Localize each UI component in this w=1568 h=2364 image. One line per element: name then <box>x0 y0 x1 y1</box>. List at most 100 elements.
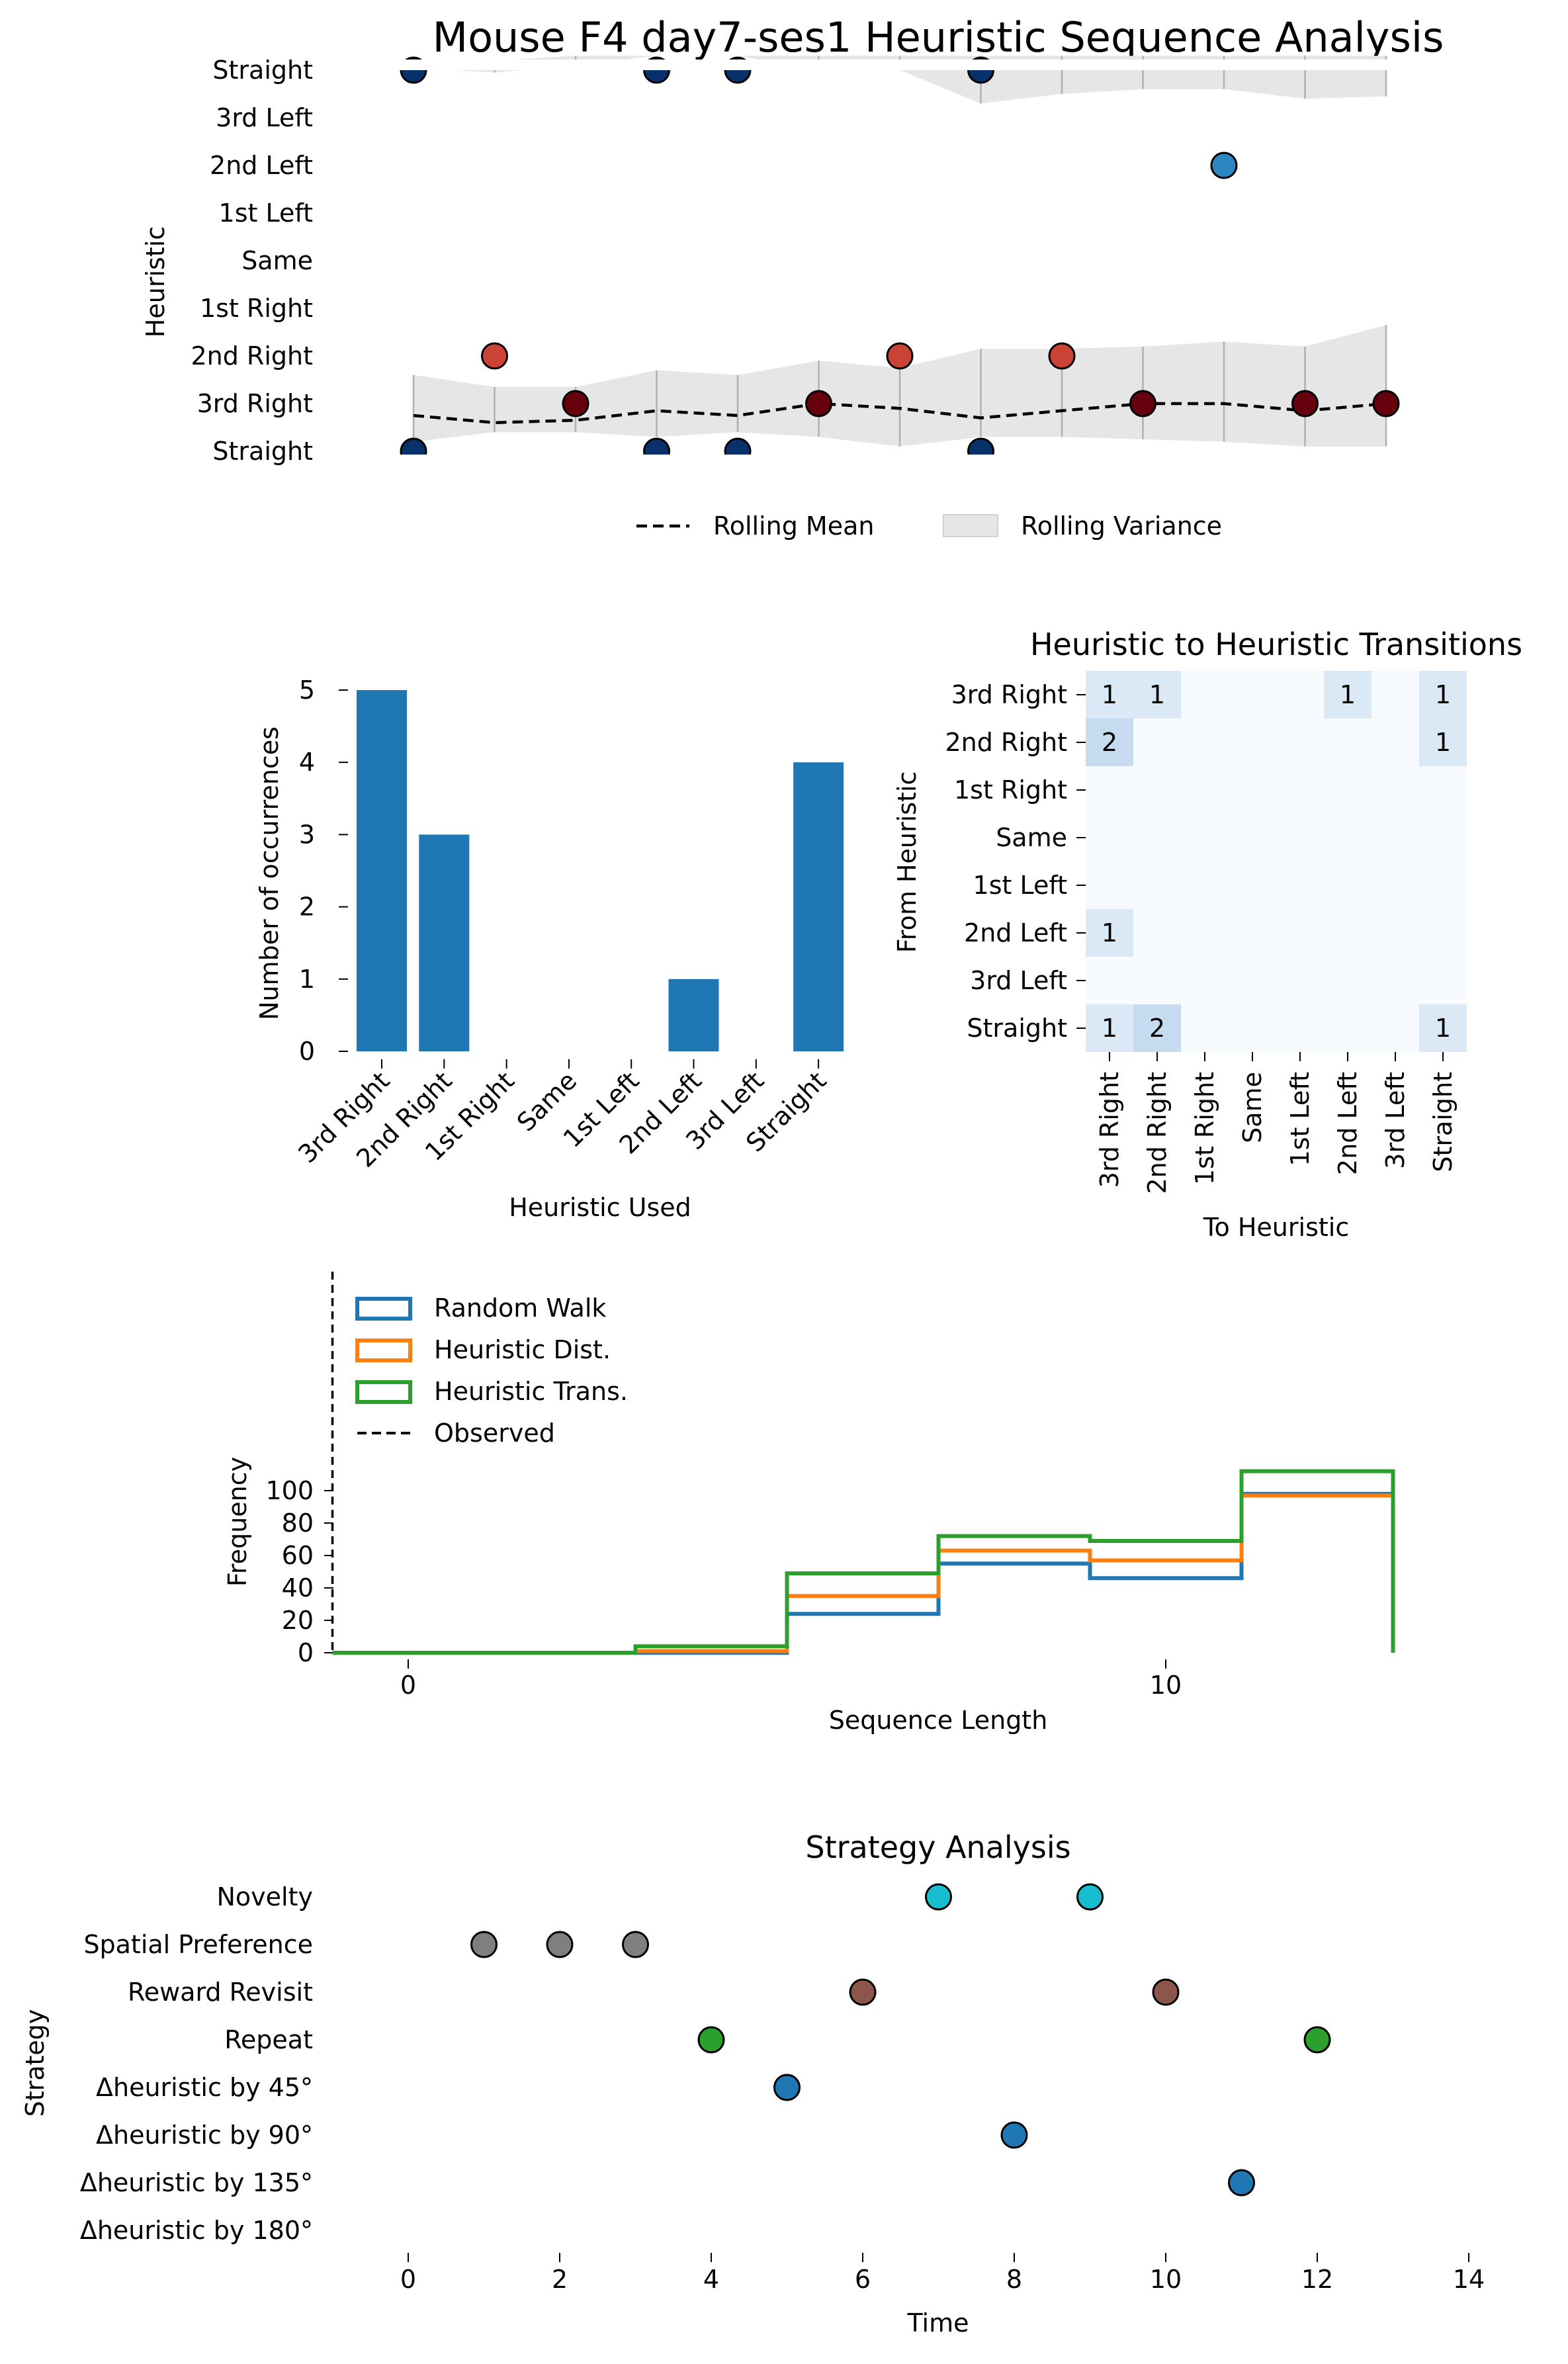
data-point <box>562 390 589 417</box>
y-tick-label: 0 <box>298 1638 314 1667</box>
heatmap-cell <box>1133 1004 1181 1052</box>
cell-value: 1 <box>1435 728 1451 757</box>
row-label: Same <box>996 823 1067 852</box>
data-point <box>1372 390 1400 417</box>
panel-clip-top <box>370 60 1429 70</box>
x-tick-label: 0 <box>400 2265 416 2294</box>
legend-label: Random Walk <box>434 1293 606 1323</box>
row-label: 1st Left <box>973 871 1067 900</box>
row-label: 2nd Right <box>945 728 1067 757</box>
sequence-panel: Straight 3rd Right 2nd Right 1st Right Same 1… <box>141 56 1429 541</box>
heatmap-title: Heuristic to Heuristic Transitions <box>1030 627 1522 662</box>
x-tick-label: 10 <box>1150 1671 1182 1700</box>
y-axis-label: Number of occurrences <box>255 726 284 1020</box>
lengths-panel: 0 20 40 60 80 100 0 10 Frequency Sequence Length R… <box>223 1272 1395 1735</box>
cell-value: 2 <box>1102 728 1117 757</box>
y-tick-label: 80 <box>282 1509 314 1538</box>
series-heuristic-trans <box>332 1469 1395 1655</box>
y-tick-label: Δheuristic by 90° <box>96 2121 313 2150</box>
bar-2nd-left <box>668 979 719 1051</box>
x-tick-label: 0 <box>400 1671 416 1700</box>
y-tick-label: 0 <box>299 1037 315 1066</box>
x-tick-label: 2 <box>552 2265 568 2294</box>
y-tick-label: Δheuristic by 135° <box>80 2168 313 2197</box>
col-label: 1st Right <box>1190 1072 1219 1185</box>
x-axis-label: Sequence Length <box>829 1706 1048 1735</box>
bar-3rd-right <box>357 690 407 1051</box>
x-tick-label: 4 <box>703 2265 719 2294</box>
y-tick-label: 20 <box>282 1606 314 1635</box>
legend-handle-variance <box>943 514 998 537</box>
x-tick-label: 10 <box>1150 2265 1182 2294</box>
y-tick-label: 2nd Left <box>210 151 313 180</box>
cell-value: 1 <box>1102 918 1117 947</box>
y-axis-label: From Heuristic <box>893 771 922 953</box>
bar-2nd-right <box>419 834 470 1051</box>
y-tick-label: 2nd Right <box>191 341 313 371</box>
x-tick-label: 8 <box>1006 2265 1022 2294</box>
y-tick-label: Δheuristic by 180° <box>80 2216 313 2245</box>
data-point <box>1291 390 1319 417</box>
row-label: 3rd Left <box>970 966 1067 995</box>
strategy-title: Strategy Analysis <box>805 1829 1070 1865</box>
row-label: Straight <box>967 1014 1067 1043</box>
heatmap-cell <box>1086 671 1133 719</box>
data-point <box>886 342 914 370</box>
row-label: 1st Right <box>954 775 1067 805</box>
legend-handle <box>355 1338 412 1362</box>
legend-handle <box>355 1380 412 1404</box>
row-label: 3rd Right <box>951 680 1067 709</box>
col-label: 2nd Left <box>1333 1072 1362 1175</box>
col-label: 2nd Right <box>1143 1072 1172 1194</box>
y-tick-label: Straight <box>212 56 313 85</box>
y-tick-label: Repeat <box>224 2025 313 2054</box>
col-label: Straight <box>1428 1072 1458 1172</box>
y-axis-label: Heuristic <box>141 226 170 337</box>
row-label: 2nd Left <box>964 918 1067 947</box>
cell-value: 1 <box>1435 680 1451 709</box>
y-tick-label: Δheuristic by 45° <box>96 2073 313 2102</box>
y-tick-label: 2 <box>299 893 315 922</box>
strategy-point <box>849 1978 877 2006</box>
y-tick-label: 3rd Right <box>197 389 313 418</box>
y-tick-label: 40 <box>282 1573 314 1602</box>
legend-label: Observed <box>434 1419 555 1448</box>
x-tick-label: 14 <box>1453 2265 1485 2294</box>
cell-value: 1 <box>1102 1014 1117 1043</box>
strategy-panel: Novelty Spatial Preference Reward Revisit R… <box>21 1829 1485 2338</box>
transitions-panel: 1 1 1 1 2 1 1 1 2 1 3rd Right 2nd Right 1st Right Sam… <box>893 627 1522 1242</box>
heatmap-cell <box>1419 671 1467 719</box>
cell-value: 2 <box>1149 1014 1165 1043</box>
legend-label: Rolling Mean <box>713 511 874 541</box>
figure-title: Mouse F4 day7-ses1 Heuristic Sequence An… <box>433 13 1444 62</box>
y-tick-label: Novelty <box>217 1882 314 1911</box>
x-axis-label: To Heuristic <box>1203 1213 1349 1242</box>
strategy-point <box>1303 2026 1331 2054</box>
strategy-point <box>773 2074 801 2101</box>
data-point <box>1048 342 1076 370</box>
y-tick-label: 5 <box>299 676 315 705</box>
y-tick-label: 60 <box>282 1541 314 1570</box>
cell-value: 1 <box>1340 680 1356 709</box>
y-tick-label: 1st Right <box>200 294 313 323</box>
x-axis-label: Time <box>907 2308 969 2338</box>
panel-clip-bottom <box>370 455 1429 474</box>
data-point <box>481 342 508 370</box>
bar-straight <box>793 762 844 1051</box>
cell-value: 1 <box>1102 680 1117 709</box>
heatmap-background <box>1086 671 1467 1052</box>
legend-label: Rolling Variance <box>1021 511 1222 541</box>
legend-handle <box>355 1297 412 1321</box>
heatmap-cell <box>1086 1004 1133 1052</box>
x-axis-label: Heuristic Used <box>509 1193 691 1222</box>
col-label: Same <box>1238 1072 1267 1143</box>
col-label: 1st Left <box>1285 1072 1315 1166</box>
cell-value: 1 <box>1435 1014 1451 1043</box>
y-tick-label: 3rd Left <box>216 103 313 132</box>
strategy-point <box>1152 1978 1180 2006</box>
legend-label: Heuristic Trans. <box>434 1377 628 1406</box>
y-axis-label: Frequency <box>223 1457 252 1587</box>
y-axis-label: Strategy <box>21 2009 50 2117</box>
